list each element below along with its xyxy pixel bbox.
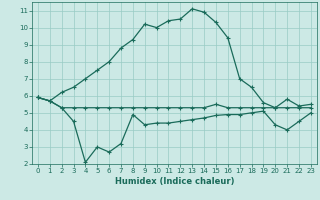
X-axis label: Humidex (Indice chaleur): Humidex (Indice chaleur) bbox=[115, 177, 234, 186]
